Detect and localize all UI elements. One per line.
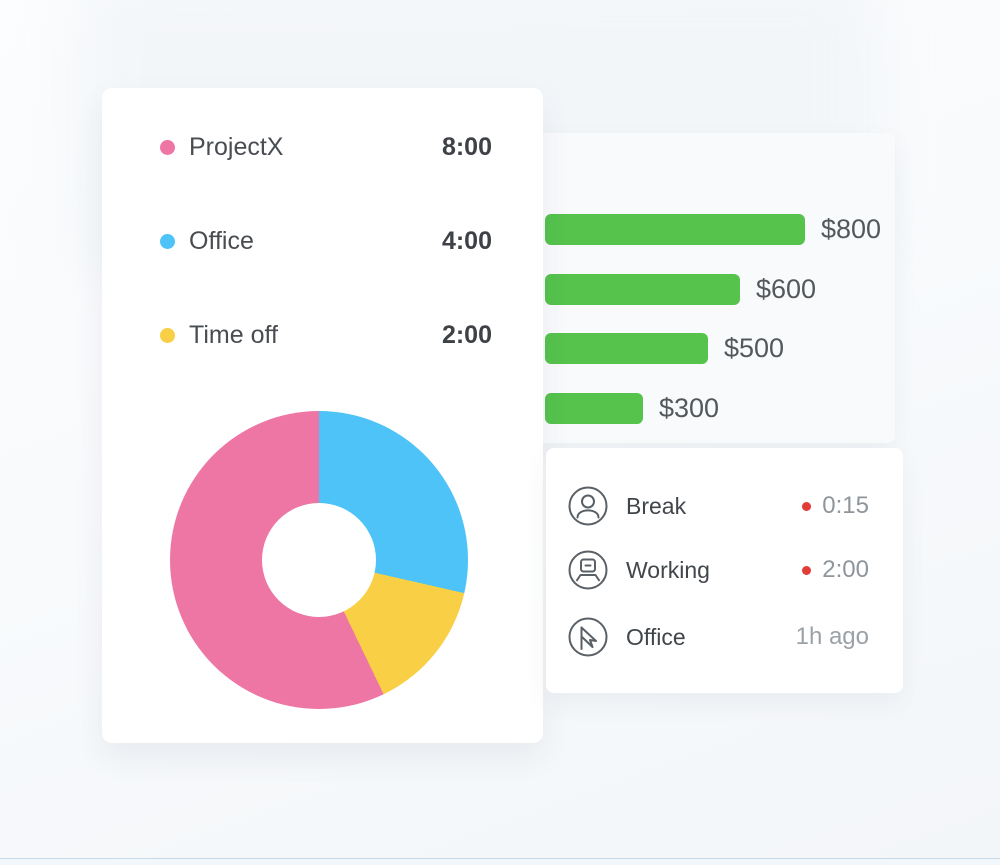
activity-row-working[interactable]: Working 2:00	[568, 550, 869, 590]
activity-card: Break 0:15 Working 2:00	[546, 448, 903, 693]
legend-row-office[interactable]: Office 4:00	[160, 226, 492, 256]
flag-icon	[568, 617, 608, 657]
legend-value: 2:00	[441, 320, 492, 349]
earning-bar	[545, 274, 740, 305]
bar-value-label: $800	[821, 214, 882, 244]
activity-row-office[interactable]: Office 1h ago	[568, 617, 869, 657]
earning-bar	[545, 393, 643, 424]
legend-dot	[160, 139, 175, 155]
user-icon	[568, 486, 608, 526]
legend-value: 8:00	[441, 132, 492, 161]
legend-row-timeoff[interactable]: Time off 2:00	[160, 320, 492, 350]
activity-value: 2:00	[822, 556, 869, 583]
activity-label: Break	[626, 492, 687, 519]
earnings-card: $800 $600 $500 $300	[516, 133, 895, 443]
legend-dot	[160, 327, 175, 343]
earning-bar	[545, 214, 805, 245]
bar-row: $500	[545, 333, 784, 364]
workstation-icon	[568, 550, 608, 590]
status-dot	[802, 565, 812, 575]
bar-row: $800	[545, 214, 881, 245]
activity-row-break[interactable]: Break 0:15	[568, 486, 869, 526]
donut-hole	[262, 503, 376, 617]
legend-label: Time off	[189, 320, 278, 349]
bar-value-label: $600	[756, 274, 817, 304]
activity-value: 0:15	[822, 492, 869, 519]
activity-label: Working	[626, 556, 710, 583]
legend-label: Office	[189, 226, 254, 255]
legend-value: 4:00	[441, 226, 492, 255]
activity-value: 1h ago	[795, 623, 869, 650]
bar-value-label: $500	[724, 333, 785, 363]
bar-row: $600	[545, 274, 816, 305]
timesheet-card: ProjectX 8:00 Office 4:00 Time off 2:00	[102, 88, 543, 743]
donut-chart	[170, 411, 468, 709]
page-bottom-border	[0, 858, 1000, 865]
legend-dot	[160, 233, 175, 249]
bar-row: $300	[545, 393, 719, 424]
status-dot	[802, 501, 812, 511]
bar-value-label: $300	[659, 393, 720, 423]
earning-bar	[545, 333, 708, 364]
legend-row-projectx[interactable]: ProjectX 8:00	[160, 132, 492, 162]
legend-label: ProjectX	[189, 132, 284, 161]
activity-label: Office	[626, 623, 686, 650]
